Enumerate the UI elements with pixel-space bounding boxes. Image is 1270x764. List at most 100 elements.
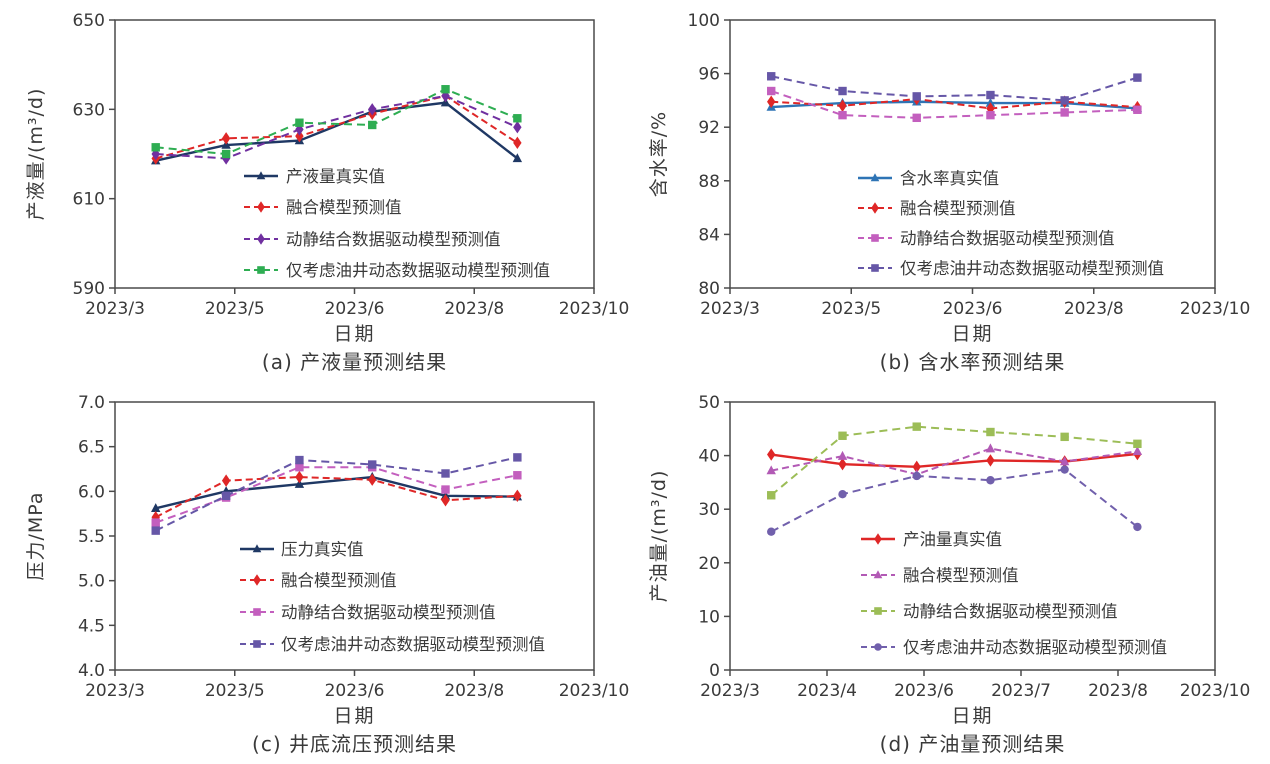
panel-d-legend-marker-1 — [873, 570, 883, 579]
panel-d-series-1-marker — [1059, 456, 1070, 466]
panel-b-legend-label-2: 动静结合数据驱动模型预测值 — [900, 229, 1115, 248]
panel-a-x-tick-label: 2023/10 — [559, 299, 630, 319]
panel-a-series-2-marker — [513, 121, 522, 134]
panel-a-series-1-marker — [513, 136, 522, 150]
panel-a-legend-marker-1 — [257, 201, 265, 213]
panel-d-legend-label-2: 动静结合数据驱动模型预测值 — [903, 602, 1118, 621]
panel-c-series-1-marker — [441, 494, 450, 507]
panel-d-series-2-marker — [767, 491, 776, 500]
panel-b-series-3-marker — [912, 92, 921, 101]
panel-c-y-tick-label: 7.0 — [78, 393, 105, 413]
panel-c-series-2-marker — [295, 463, 304, 472]
panel-b-series-3-marker — [767, 72, 776, 81]
panel-d-series-3-marker — [838, 489, 847, 499]
panel-b-series-1-line — [771, 98, 1138, 110]
panel-d-y-tick-label: 40 — [698, 447, 720, 467]
panel-d-series-3-marker — [767, 527, 776, 536]
panel-a: 590 610 630 650 2023/3 2023/5 2023/6 2023/8 2023… — [0, 0, 635, 382]
panel-b-series-1-marker — [838, 99, 847, 112]
panel-b-legend-marker-1 — [871, 202, 879, 214]
panel-d-x-tick-label: 2023/4 — [797, 681, 857, 701]
panel-a-series-3-marker — [151, 143, 160, 152]
panel-c-legend-marker-1 — [253, 574, 261, 586]
panel-b-series-3-marker — [838, 86, 847, 96]
panel-c-series-1-marker — [368, 473, 377, 486]
panel-d-x-tick-label: 2023/8 — [1088, 681, 1148, 701]
panel-a-x-axis-title: 日期 — [333, 323, 375, 345]
panel-b-x-tick-label: 2023/5 — [821, 299, 881, 319]
panel-a-series-3-marker — [513, 114, 522, 123]
panel-c-y-tick-label: 4.0 — [78, 661, 105, 681]
panel-b-caption: (b) 含水率预测结果 — [879, 350, 1066, 374]
panel-c-series-3-marker — [441, 469, 450, 478]
panel-c-x-axis-title: 日期 — [333, 705, 375, 727]
panel-c-series-2-marker — [151, 518, 160, 527]
panel-c-x-tick-label: 2023/6 — [325, 681, 385, 701]
panel-c-series-1-marker — [513, 489, 522, 502]
panel-d: 0 10 20 30 40 50 2023/3 2023/4 2023/6 2023/7 2023/… — [635, 382, 1270, 764]
panel-d-plot-border — [729, 401, 1216, 671]
panel-d-series-3-marker — [1133, 522, 1142, 532]
panel-d-series-3-line — [770, 468, 1139, 533]
panel-b-y-tick-label: 88 — [698, 172, 720, 192]
panel-b-series-3-line — [771, 75, 1138, 102]
panel-a-series-3-marker — [368, 120, 377, 130]
panel-c-series-0-line — [155, 475, 518, 510]
panel-a-caption: (a) 产液量预测结果 — [261, 350, 448, 374]
panel-c-legend-label-2: 动静结合数据驱动模型预测值 — [281, 603, 496, 622]
panel-a-series-1-line — [155, 94, 518, 160]
panel-b-series-2-marker — [1060, 108, 1069, 117]
panel-c-legend-label-1: 融合模型预测值 — [281, 571, 397, 590]
panel-a-legend-label-3: 仅考虑油井动态数据驱动模型预测值 — [286, 261, 550, 280]
panel-c-series-3-marker — [221, 491, 231, 500]
panel-d-y-axis-title: 产油量/(m³/d) — [648, 470, 670, 603]
panel-c-y-tick-label: 6.5 — [78, 438, 105, 458]
panel-c-series-1-marker — [295, 470, 304, 484]
panel-d-series-2-marker — [912, 422, 921, 431]
panel-d-y-tick-label: 0 — [709, 661, 720, 681]
panel-a-y-tick-label: 650 — [73, 11, 105, 31]
panel-d-series-2-line — [770, 425, 1138, 497]
panel-a-series-3-marker — [221, 149, 231, 159]
panel-c-caption: (c) 井底流压预测结果 — [252, 732, 457, 756]
panel-d-series-3-marker — [912, 471, 921, 481]
panel-c-series-3-line — [155, 456, 518, 532]
panel-b-legend-marker-2 — [871, 234, 879, 242]
panel-d-chart-svg: 0 10 20 30 40 50 2023/3 2023/4 2023/6 2023/7 2023/… — [648, 393, 1250, 727]
panel-d-legend-label-1: 融合模型预测值 — [903, 566, 1019, 585]
panel-b-x-tick-label: 2023/6 — [943, 299, 1003, 319]
panel-d-series-0-marker — [767, 448, 776, 461]
panel-b-y-axis-title: 含水率/% — [648, 111, 670, 197]
panel-b-series-0-line — [771, 100, 1138, 110]
panel-d-legend-label-0: 产油量真实值 — [903, 530, 1002, 549]
panel-a-x-tick-label: 2023/6 — [325, 299, 385, 319]
panel-b-y-tick-label: 100 — [688, 11, 720, 31]
panel-a-series-1-marker — [221, 132, 231, 145]
panel-a-legend-marker-3 — [257, 266, 265, 274]
panel-c-legend-marker-3 — [253, 640, 261, 648]
panel-c-y-tick-label: 5.0 — [78, 572, 105, 592]
panel-b-x-tick-label: 2023/10 — [1180, 299, 1251, 319]
panel-c-y-tick-label: 5.5 — [78, 527, 105, 547]
panel-d-y-tick-label: 20 — [698, 554, 720, 574]
panel-c-series-1-line — [155, 476, 518, 519]
panel-c-series-3-marker — [513, 453, 522, 462]
panel-a-series-3-marker — [295, 118, 304, 127]
panel-c-y-tick-label: 6.0 — [78, 482, 105, 502]
panel-c-x-tick-label: 2023/5 — [205, 681, 265, 701]
panel-d-series-3-marker — [1060, 465, 1069, 474]
panel-a-series-0-marker — [512, 153, 523, 163]
panel-b-y-tick-label: 92 — [698, 118, 720, 138]
panel-d-y-tick-label: 50 — [698, 393, 720, 413]
panel-a-y-tick-label: 610 — [73, 190, 105, 210]
panel-d-series-0-marker — [986, 454, 995, 467]
panel-a-series-2-line — [155, 94, 518, 160]
panel-c-plot-border — [114, 401, 595, 671]
panel-b-y-tick-label: 96 — [698, 65, 720, 85]
panel-a-x-tick-label: 2023/8 — [444, 299, 504, 319]
panel-d-legend-marker-3 — [874, 643, 882, 651]
panel-b-series-3-marker — [1133, 73, 1142, 82]
panel-d-series-1-marker — [837, 450, 848, 460]
panel-c-x-tick-label: 2023/8 — [444, 681, 504, 701]
